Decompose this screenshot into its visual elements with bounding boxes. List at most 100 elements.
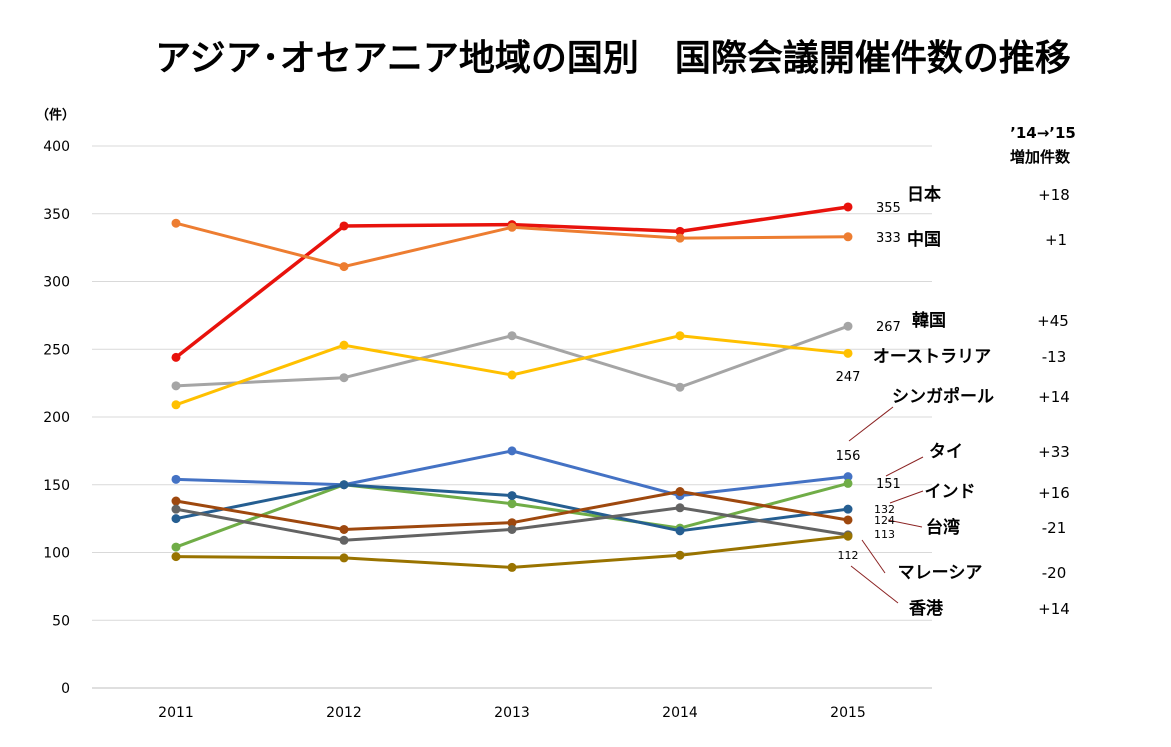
data-point bbox=[339, 553, 349, 563]
leader-line bbox=[889, 490, 924, 504]
series-name-label: 韓国 bbox=[912, 310, 946, 331]
end-value-label: 355 bbox=[876, 201, 901, 216]
chart-title: アジア･オセアニア地域の国別 国際会議開催件数の推移 bbox=[155, 38, 1071, 79]
end-value-label: 132 bbox=[874, 503, 895, 516]
data-point bbox=[675, 550, 685, 560]
y-tick-label: 150 bbox=[43, 478, 70, 494]
data-point bbox=[339, 480, 349, 490]
data-point bbox=[339, 535, 349, 545]
data-point bbox=[171, 552, 181, 562]
end-value-label: 151 bbox=[876, 477, 901, 492]
data-point bbox=[171, 352, 181, 362]
delta-value: +18 bbox=[1038, 186, 1070, 204]
data-point bbox=[675, 503, 685, 513]
data-point bbox=[675, 382, 685, 392]
x-tick-label: 2014 bbox=[662, 705, 698, 721]
gridlines bbox=[92, 145, 932, 689]
data-point bbox=[675, 487, 685, 497]
data-point bbox=[843, 472, 853, 482]
leader-line bbox=[848, 406, 894, 442]
x-axis-ticks: 2011 2012 2013 2014 2015 bbox=[158, 705, 866, 721]
y-tick-label: 350 bbox=[43, 207, 70, 223]
delta-value: +16 bbox=[1038, 484, 1070, 502]
series-name-label: マレーシア bbox=[898, 563, 983, 583]
x-tick-label: 2012 bbox=[326, 705, 362, 721]
delta-value: +14 bbox=[1038, 600, 1070, 618]
x-tick-label: 2015 bbox=[830, 705, 866, 721]
series-name-label: 台湾 bbox=[926, 517, 960, 538]
leader-line bbox=[887, 519, 923, 528]
data-point bbox=[339, 373, 349, 383]
series-8 bbox=[171, 487, 853, 534]
end-value-label: 113 bbox=[874, 528, 895, 541]
end-value-label: 267 bbox=[876, 320, 901, 335]
data-point bbox=[171, 474, 181, 484]
y-axis-label: （件） bbox=[36, 107, 75, 123]
delta-value: +14 bbox=[1038, 388, 1070, 406]
series-name-label: シンガポール bbox=[892, 386, 994, 407]
delta-value: -20 bbox=[1042, 564, 1067, 582]
data-point bbox=[507, 491, 517, 501]
y-tick-label: 400 bbox=[43, 139, 70, 155]
delta-value: +1 bbox=[1045, 231, 1067, 249]
data-point bbox=[339, 262, 349, 272]
series-line bbox=[174, 449, 850, 498]
data-point bbox=[507, 331, 517, 341]
data-point bbox=[843, 504, 853, 514]
y-tick-label: 0 bbox=[61, 681, 70, 697]
data-point bbox=[507, 446, 517, 456]
series-2 bbox=[171, 218, 853, 272]
leader-line bbox=[885, 456, 924, 477]
data-point bbox=[675, 526, 685, 536]
series-name-label: 中国 bbox=[907, 229, 941, 250]
data-point bbox=[843, 515, 853, 525]
series-line bbox=[174, 334, 850, 407]
series-3 bbox=[171, 321, 853, 392]
data-point bbox=[507, 222, 517, 232]
data-point bbox=[843, 348, 853, 358]
data-point bbox=[339, 524, 349, 534]
y-tick-label: 100 bbox=[43, 546, 70, 562]
data-point bbox=[507, 518, 517, 528]
series-6 bbox=[171, 478, 853, 552]
data-point bbox=[171, 542, 181, 552]
series-4 bbox=[171, 331, 853, 410]
series-name-label: 日本 bbox=[907, 184, 941, 205]
data-point bbox=[171, 514, 181, 524]
data-point bbox=[507, 562, 517, 572]
delta-value: -13 bbox=[1042, 348, 1067, 366]
delta-header-line-1: ’14→’15 bbox=[1010, 124, 1076, 142]
y-tick-label: 200 bbox=[43, 410, 70, 426]
x-tick-label: 2013 bbox=[494, 705, 530, 721]
data-point bbox=[171, 381, 181, 391]
delta-value: -21 bbox=[1042, 519, 1067, 537]
leader-line bbox=[850, 565, 899, 604]
data-point bbox=[843, 478, 853, 488]
series-9 bbox=[171, 503, 853, 545]
y-axis-ticks: 0 50 100 150 200 250 300 350 400 bbox=[43, 139, 70, 697]
series-name-label: インド bbox=[925, 482, 976, 502]
data-point bbox=[507, 524, 517, 534]
end-value-label: 156 bbox=[836, 449, 861, 464]
series-line bbox=[174, 534, 850, 569]
series-name-label: タイ bbox=[929, 442, 963, 462]
data-point bbox=[507, 499, 517, 509]
end-value-label: 333 bbox=[876, 231, 901, 246]
data-point bbox=[339, 340, 349, 350]
series-group bbox=[171, 202, 853, 572]
data-point bbox=[843, 232, 853, 242]
data-point bbox=[171, 400, 181, 410]
data-point bbox=[171, 504, 181, 514]
delta-value: +33 bbox=[1038, 443, 1070, 461]
y-tick-label: 300 bbox=[43, 275, 70, 291]
x-tick-label: 2011 bbox=[158, 705, 194, 721]
end-value-label: 247 bbox=[836, 370, 861, 385]
data-point bbox=[675, 331, 685, 341]
data-point bbox=[339, 221, 349, 231]
delta-value: +45 bbox=[1037, 312, 1069, 330]
end-labels: 355 日本 +18 333 中国 +1 267 韓国 +45 247 オーストラリア -13 156 シ… bbox=[836, 184, 1070, 619]
series-name-label: オーストラリア bbox=[873, 347, 991, 367]
series-name-label: 香港 bbox=[909, 598, 944, 619]
data-point bbox=[843, 321, 853, 331]
